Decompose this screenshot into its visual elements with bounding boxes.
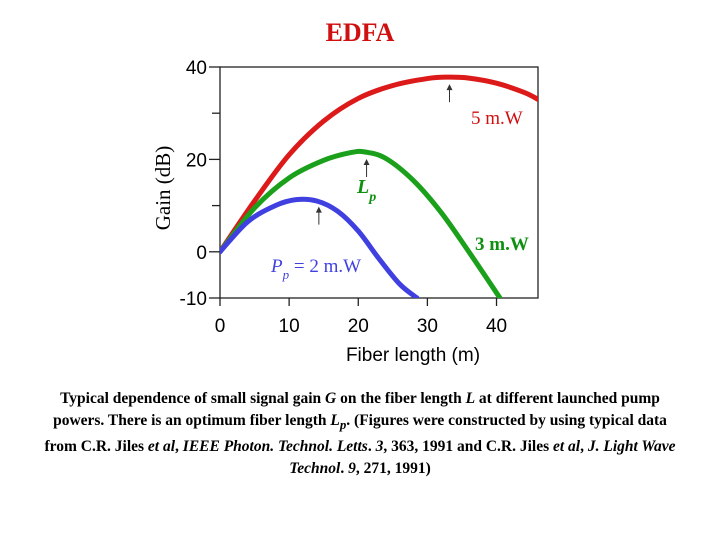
chart-marker-layer [315, 84, 453, 225]
optimum-arrowhead-2 [315, 206, 322, 213]
series-label-3mw: 3 m.W [475, 234, 529, 255]
caption-etal-1: et al [147, 438, 176, 456]
gain-vs-length-chart: 0 10 20 30 40 -10 0 20 40 Fiber length (m) Gain … [151, 58, 539, 366]
caption-symbol-g: G [325, 390, 337, 407]
x-tick-label-0: 0 [215, 316, 226, 337]
pump-power-value: = 2 m.W [289, 256, 361, 277]
series-label-5mw: 5 m.W [471, 108, 523, 129]
caption-text-7: , 363, 1991 and C.R. Jiles [383, 438, 553, 456]
caption-text-2: on the fiber length [336, 390, 466, 407]
caption-text-6: . [367, 438, 376, 456]
optimum-length-label: Lp [356, 176, 376, 205]
plot-frame [219, 66, 539, 299]
pump-power-symbol-sub: p [282, 267, 290, 282]
caption-symbol-l: L [465, 390, 476, 407]
caption-symbol-lp: Lp [330, 412, 347, 433]
chart-series-layer [220, 74, 538, 298]
caption-journal-2: J. Light Wave Technol [289, 438, 676, 478]
y-tick-label-0: 0 [196, 243, 207, 264]
optimum-length-label-sub: p [368, 190, 376, 205]
caption-text-9: . [340, 460, 349, 478]
x-tick-label-30: 30 [417, 316, 438, 337]
figure-caption: Typical dependence of small signal gain … [40, 388, 680, 480]
y-axis-label: Gain (dB) [151, 146, 175, 231]
y-tick-label-40: 40 [186, 58, 207, 79]
optimum-arrowhead-1 [363, 159, 370, 166]
caption-text-8: , [580, 438, 588, 456]
optimum-length-label-main: L [356, 176, 369, 198]
x-tick-label-40: 40 [486, 316, 507, 337]
x-tick-label-10: 10 [279, 316, 300, 337]
chart-ticklabel-layer: 0 10 20 30 40 -10 0 20 40 [180, 58, 508, 337]
series-line-2 [220, 196, 420, 298]
caption-etal-2: et al [552, 438, 581, 456]
caption-text-1: Typical dependence of small signal gain [60, 390, 326, 407]
caption-text-5: , [175, 438, 183, 456]
optimum-arrowhead-0 [446, 84, 453, 91]
pump-power-symbol: P [270, 256, 283, 277]
caption-volume-1: 3 [375, 438, 384, 456]
series-line-0 [220, 74, 538, 255]
caption-journal-1: IEEE Photon. Technol. Letts [182, 438, 368, 456]
caption-symbol-lp-main: L [330, 412, 340, 429]
caption-text-10: , 271, 1991) [355, 460, 431, 478]
slide-title: EDFA [325, 18, 395, 47]
y-tick-label--10: -10 [180, 289, 207, 310]
caption-text-3: at different launched pump powers. There… [53, 390, 660, 429]
caption-text-4: . (Figures were constructed by using typ… [44, 412, 667, 456]
x-tick-label-20: 20 [348, 316, 369, 337]
y-tick-label-20: 20 [186, 150, 207, 171]
x-axis-label: Fiber length (m) [346, 345, 480, 366]
series-label-2mw: Pp = 2 m.W [270, 256, 361, 282]
chart-axes [209, 66, 539, 306]
series-line-1 [220, 148, 503, 298]
caption-volume-2: 9 [348, 460, 356, 478]
caption-symbol-lp-sub: p [339, 417, 347, 433]
